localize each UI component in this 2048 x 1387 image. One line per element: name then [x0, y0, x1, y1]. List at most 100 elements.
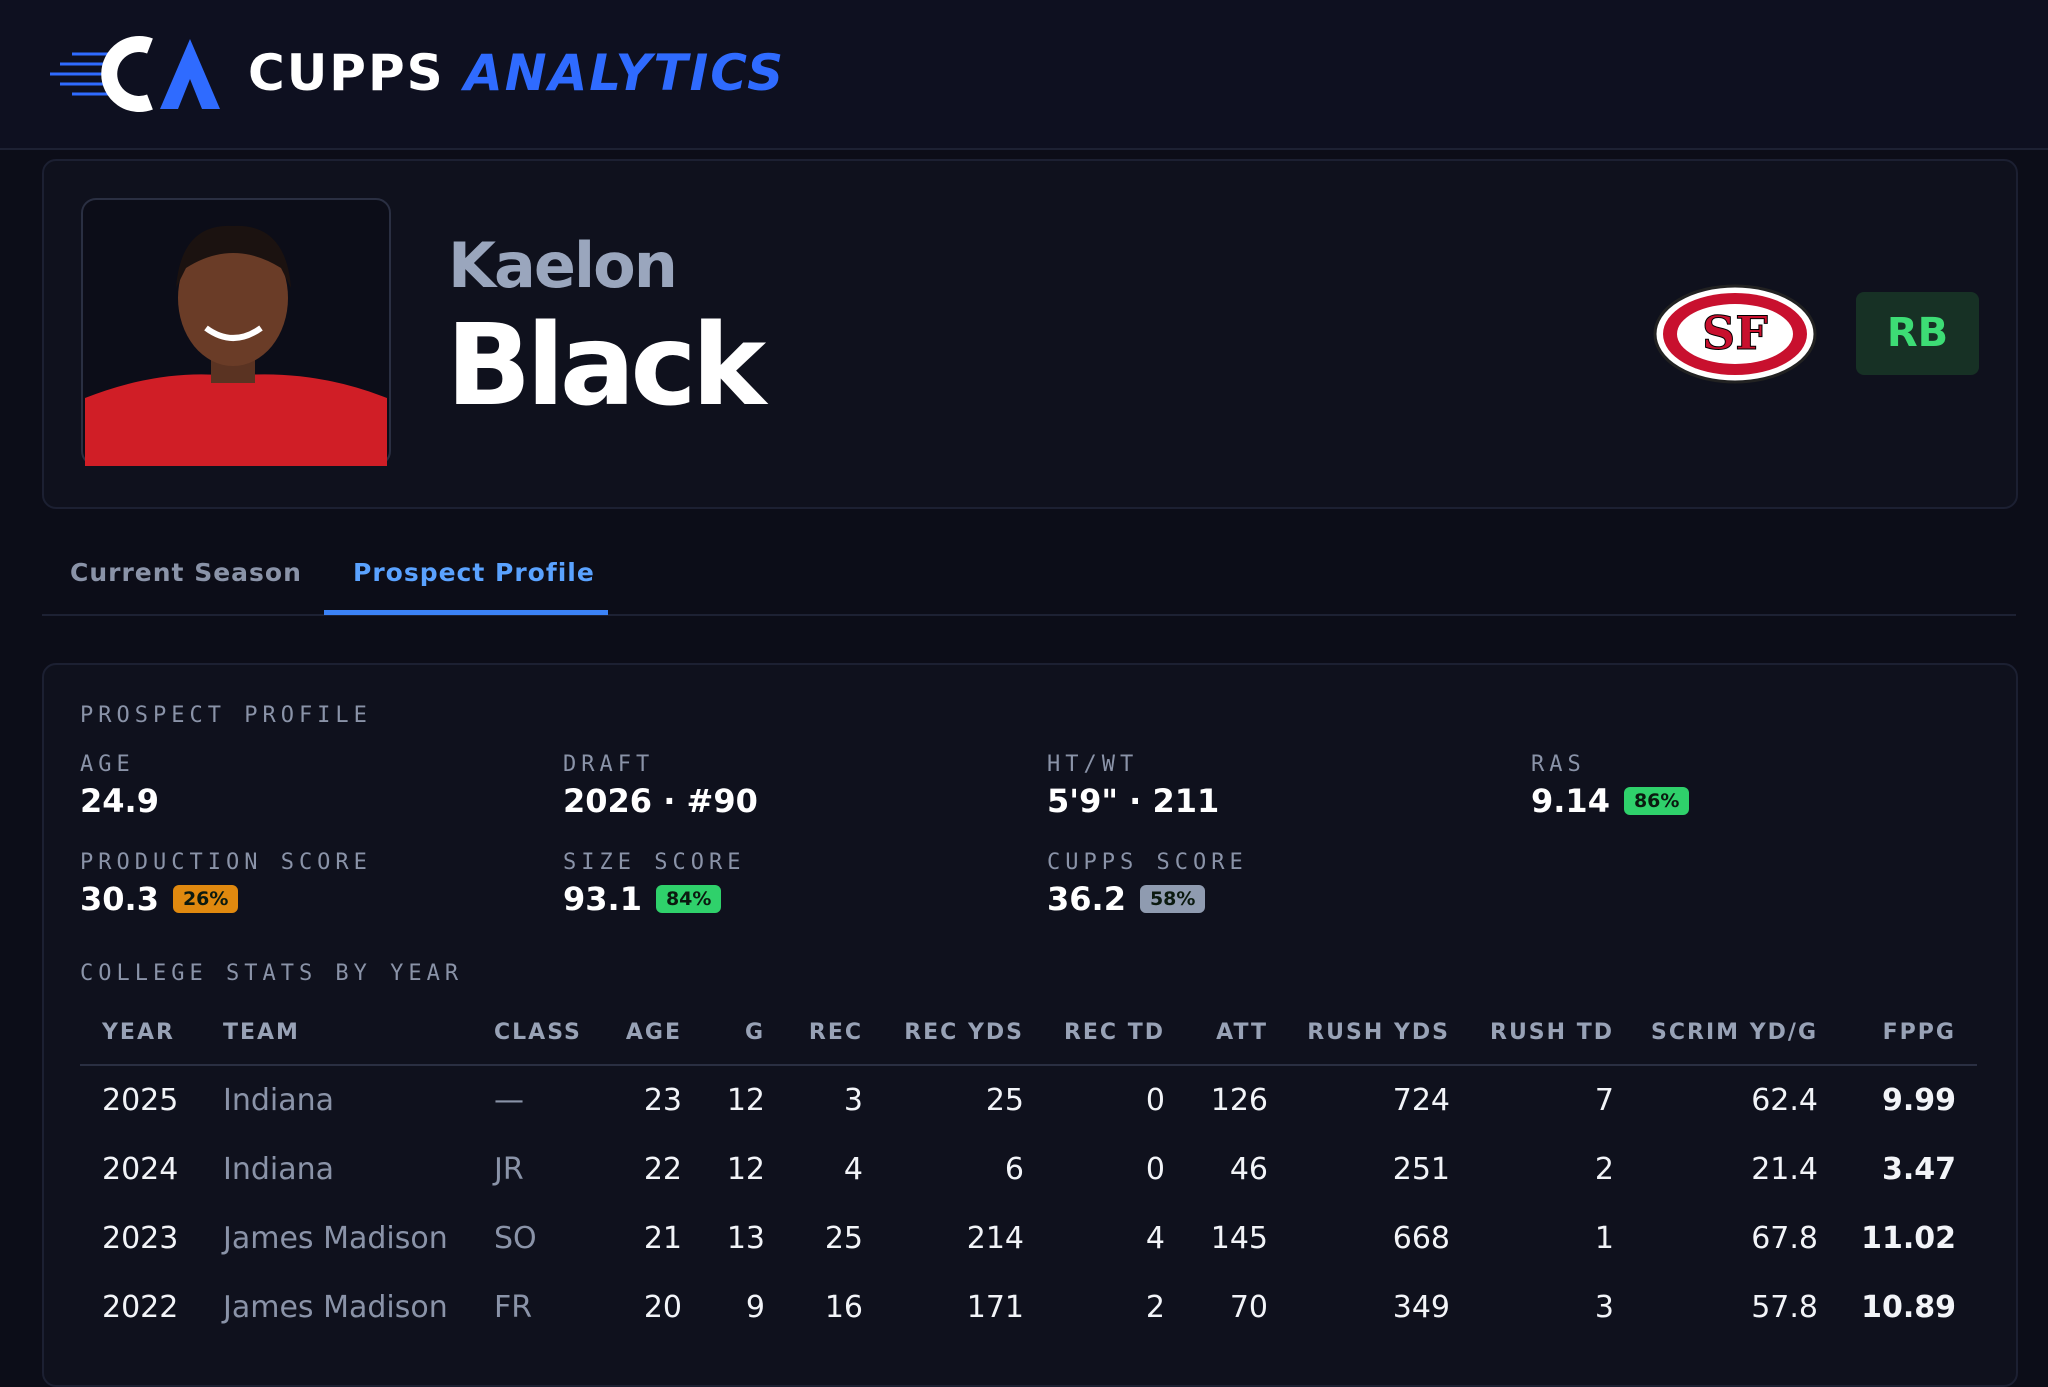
cell-text: 4	[843, 1152, 863, 1187]
metric-label: HT/WT	[1047, 752, 1138, 777]
metric-label-text: CUPPS SCORE	[1047, 850, 1248, 875]
cell-text: James Madison	[223, 1221, 448, 1256]
table-cell: 46	[1230, 1152, 1268, 1187]
cell-text: 145	[1210, 1221, 1268, 1256]
column-header-text: AGE	[625, 1020, 682, 1045]
column-header-text: RUSH YDS	[1307, 1020, 1450, 1045]
table-cell: 2024	[102, 1152, 178, 1187]
column-header: YEAR	[102, 1020, 175, 1045]
first-name: Kaelon	[448, 229, 678, 302]
position-badge: RB	[1856, 292, 1979, 375]
metric-label-text: AGE	[80, 752, 135, 777]
table-cell: 21	[644, 1221, 682, 1256]
profile-card	[42, 663, 2018, 1387]
cell-text: 22	[643, 1152, 682, 1187]
cell-text: 7	[1594, 1083, 1614, 1118]
cell-text: 214	[966, 1221, 1024, 1256]
cell-text: 171	[966, 1290, 1024, 1325]
column-header: AGE	[626, 1020, 682, 1045]
cell-text: JR	[494, 1152, 524, 1187]
cell-text: 3	[843, 1083, 863, 1118]
table-cell: 214	[967, 1221, 1024, 1256]
section-title: COLLEGE STATS BY YEAR	[80, 961, 464, 986]
table-cell: 23	[644, 1083, 682, 1118]
cell-text: Indiana	[223, 1152, 335, 1187]
metric-label-text: DRAFT	[563, 752, 655, 777]
metric-label: RAS	[1531, 752, 1586, 777]
metric-label: CUPPS SCORE	[1047, 850, 1248, 875]
cell-text: 23	[643, 1083, 682, 1118]
metric-value: 36.2	[1047, 880, 1126, 918]
column-header: REC	[809, 1020, 863, 1045]
table-cell: 0	[1146, 1152, 1165, 1187]
tab-active[interactable]: Prospect Profile	[353, 558, 595, 587]
metric-label-text: HT/WT	[1047, 752, 1139, 777]
table-cell: 10.89	[1861, 1290, 1956, 1325]
column-header-text: YEAR	[102, 1020, 175, 1045]
cell-text: 3	[1594, 1290, 1614, 1325]
tab[interactable]: Current Season	[70, 558, 302, 587]
table-cell: SO	[494, 1221, 537, 1256]
cell-text: 126	[1210, 1083, 1268, 1118]
tab-underline	[324, 610, 608, 615]
cell-text: 9.99	[1881, 1083, 1956, 1118]
table-cell: 16	[825, 1290, 863, 1325]
cell-text: 46	[1229, 1152, 1268, 1187]
column-header: ATT	[1216, 1020, 1268, 1045]
table-cell: 67.8	[1751, 1221, 1818, 1256]
metric-value-row: 5'9" · 211	[1047, 782, 1219, 820]
table-cell: 3	[1595, 1290, 1614, 1325]
cell-text: 0	[1145, 1152, 1165, 1187]
table-cell: 25	[986, 1083, 1024, 1118]
column-header: REC TD	[1064, 1020, 1165, 1045]
table-cell: 6	[1005, 1152, 1024, 1187]
metric-value-row: 24.9	[80, 782, 159, 820]
metric-badge: 26%	[172, 885, 239, 913]
column-header-text: FPPG	[1882, 1020, 1956, 1045]
metric-badge: 84%	[655, 885, 722, 913]
table-cell: 2022	[102, 1290, 178, 1325]
cell-text: James Madison	[223, 1290, 448, 1325]
section-title: PROSPECT PROFILE	[80, 703, 372, 728]
metric-label-text: RAS	[1531, 752, 1586, 777]
table-cell: Indiana	[223, 1083, 334, 1118]
cell-text: 724	[1392, 1083, 1450, 1118]
cell-text: 349	[1392, 1290, 1450, 1325]
metric-label: SIZE SCORE	[563, 850, 745, 875]
metric-badge: 58%	[1139, 885, 1206, 913]
table-cell: James Madison	[223, 1290, 448, 1325]
cell-text: 2023	[102, 1221, 179, 1256]
team-logo-text: SF	[1702, 306, 1768, 360]
table-cell: 22	[644, 1152, 682, 1187]
column-header-text: TEAM	[223, 1020, 300, 1045]
cell-text: 25	[985, 1083, 1024, 1118]
cell-text: 13	[726, 1221, 765, 1256]
table-cell: 3.47	[1882, 1152, 1956, 1187]
cell-text: SO	[494, 1221, 537, 1256]
table-cell: 2023	[102, 1221, 178, 1256]
table-cell: 25	[825, 1221, 863, 1256]
cell-text: 12	[726, 1152, 765, 1187]
table-cell: 62.4	[1751, 1083, 1818, 1118]
cell-text: 1	[1594, 1221, 1614, 1256]
cell-text: 16	[824, 1290, 863, 1325]
table-cell: 668	[1393, 1221, 1450, 1256]
cell-text: 10.89	[1861, 1290, 1956, 1325]
last-name: Black	[446, 301, 766, 431]
table-cell: 9	[746, 1290, 765, 1325]
table-cell: 2	[1146, 1290, 1165, 1325]
metric-value-row: 30.3 26%	[80, 880, 239, 918]
column-header-text: REC TD	[1063, 1020, 1165, 1045]
cell-text: 2	[1594, 1152, 1614, 1187]
cell-text: 0	[1145, 1083, 1165, 1118]
table-cell: 349	[1393, 1290, 1450, 1325]
team-logo: SF	[1653, 284, 1817, 384]
table-rule	[80, 1064, 1977, 1066]
table-cell: 11.02	[1861, 1221, 1956, 1256]
cell-text: 251	[1392, 1152, 1450, 1187]
cell-text: —	[494, 1083, 524, 1118]
metric-label-text: SIZE SCORE	[563, 850, 746, 875]
cell-text: 6	[1004, 1152, 1024, 1187]
